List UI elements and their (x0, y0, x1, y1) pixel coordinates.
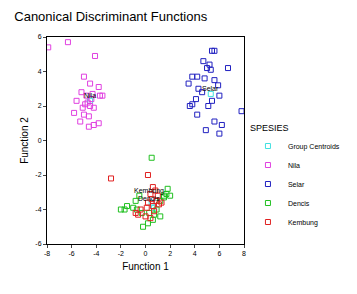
svg-text:Canonical Discriminant Functio: Canonical Discriminant Functions (14, 9, 207, 24)
svg-text:6: 6 (217, 250, 221, 257)
svg-text:Function 1: Function 1 (122, 261, 169, 272)
svg-text:-8: -8 (44, 250, 50, 257)
svg-text:0: 0 (144, 250, 148, 257)
svg-text:4: 4 (193, 250, 197, 257)
svg-text:SPESIES: SPESIES (250, 124, 289, 134)
svg-text:Kembung: Kembung (288, 219, 318, 227)
svg-text:-6: -6 (35, 240, 41, 247)
svg-text:2: 2 (38, 102, 42, 109)
svg-text:Selar: Selar (288, 181, 305, 188)
svg-text:8: 8 (242, 250, 246, 257)
svg-text:0: 0 (38, 137, 42, 144)
svg-text:4: 4 (38, 68, 42, 75)
svg-text:Group Centroids: Group Centroids (288, 143, 340, 151)
svg-text:Dencis: Dencis (138, 195, 160, 202)
svg-text:Function 2: Function 2 (19, 117, 30, 164)
svg-text:-2: -2 (118, 250, 124, 257)
svg-text:-2: -2 (35, 171, 41, 178)
svg-text:Nila: Nila (288, 162, 300, 169)
svg-text:2: 2 (168, 250, 172, 257)
svg-text:Dencis: Dencis (288, 200, 310, 207)
svg-text:Kembung: Kembung (134, 187, 164, 195)
svg-text:6: 6 (38, 33, 42, 40)
svg-text:-4: -4 (35, 206, 41, 213)
svg-text:Nila: Nila (84, 92, 96, 99)
svg-text:-6: -6 (69, 250, 75, 257)
svg-text:-4: -4 (93, 250, 99, 257)
svg-text:Selar: Selar (202, 85, 219, 92)
